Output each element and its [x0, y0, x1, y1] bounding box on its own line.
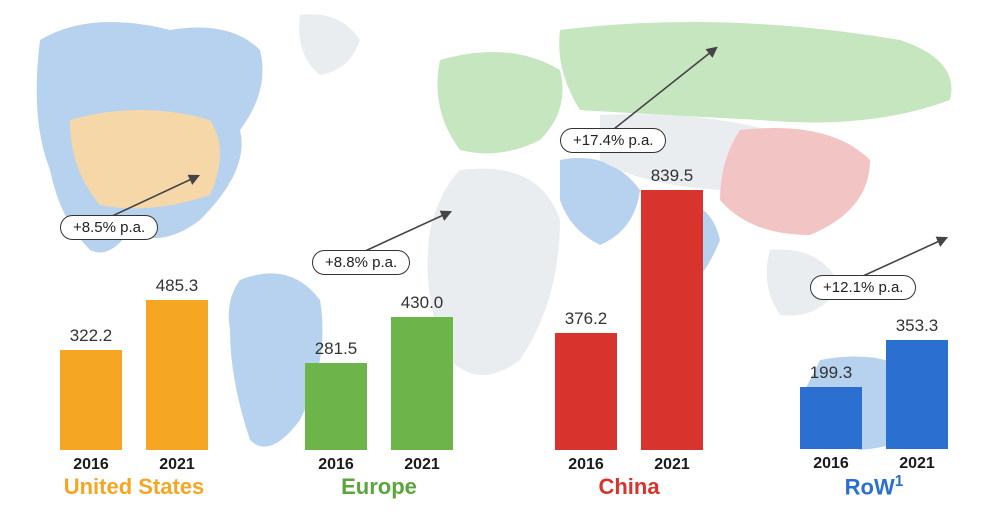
region-group-row: 199.3 2016 353.3 2021RoW1 — [800, 316, 948, 500]
bar-column: 376.2 2016 — [555, 309, 617, 474]
year-label: 2021 — [654, 456, 690, 474]
bar-value-label: 199.3 — [810, 363, 853, 383]
region-label: RoW1 — [800, 473, 948, 500]
bar-value-label: 839.5 — [651, 166, 694, 186]
growth-callout: +8.5% p.a. — [60, 215, 158, 240]
bar-pair: 281.5 2016 430.0 2021 — [305, 293, 453, 474]
bar-column: 199.3 2016 — [800, 363, 862, 473]
bar — [886, 340, 948, 449]
bar — [60, 350, 122, 450]
region-group-europe: 281.5 2016 430.0 2021Europe — [305, 293, 453, 500]
bar-value-label: 376.2 — [565, 309, 608, 329]
growth-label: +12.1% p.a. — [810, 275, 916, 300]
growth-label: +8.8% p.a. — [312, 250, 410, 275]
year-label: 2016 — [73, 456, 109, 474]
region-group-us: 322.2 2016 485.3 2021United States — [60, 276, 208, 500]
bar-value-label: 322.2 — [70, 326, 113, 346]
bar-value-label: 353.3 — [896, 316, 939, 336]
region-label: United States — [60, 474, 208, 500]
bar-value-label: 281.5 — [315, 339, 358, 359]
bar — [555, 333, 617, 450]
growth-label: +17.4% p.a. — [560, 128, 666, 153]
growth-callout: +17.4% p.a. — [560, 128, 666, 153]
growth-callout: +8.8% p.a. — [312, 250, 410, 275]
growth-callout: +12.1% p.a. — [810, 275, 916, 300]
region-label: Europe — [305, 474, 453, 500]
growth-label: +8.5% p.a. — [60, 215, 158, 240]
charts-layer: 322.22016485.32021United States+8.5% p.a… — [0, 0, 1000, 514]
region-label: China — [555, 474, 703, 500]
year-label: 2021 — [404, 456, 440, 474]
bar-value-label: 485.3 — [156, 276, 199, 296]
bar-column: 322.2 2016 — [60, 326, 122, 474]
bar-column: 430.0 2021 — [391, 293, 453, 474]
bar-column: 281.5 2016 — [305, 339, 367, 474]
year-label: 2016 — [318, 456, 354, 474]
bar — [800, 387, 862, 449]
bar — [305, 363, 367, 450]
year-label: 2021 — [159, 456, 195, 474]
year-label: 2016 — [568, 456, 604, 474]
bar-column: 353.3 2021 — [886, 316, 948, 473]
stage: 322.22016485.32021United States+8.5% p.a… — [0, 0, 1000, 514]
bar-column: 839.5 2021 — [641, 166, 703, 474]
year-label: 2021 — [899, 455, 935, 473]
bar — [391, 317, 453, 450]
bar — [641, 190, 703, 450]
bar-value-label: 430.0 — [401, 293, 444, 313]
bar-pair: 199.3 2016 353.3 2021 — [800, 316, 948, 473]
region-group-china: 376.2 2016 839.5 2021China — [555, 166, 703, 500]
bar — [146, 300, 208, 450]
bar-column: 485.3 2021 — [146, 276, 208, 474]
year-label: 2016 — [813, 455, 849, 473]
bar-pair: 376.2 2016 839.5 2021 — [555, 166, 703, 474]
bar-pair: 322.2 2016 485.3 2021 — [60, 276, 208, 474]
